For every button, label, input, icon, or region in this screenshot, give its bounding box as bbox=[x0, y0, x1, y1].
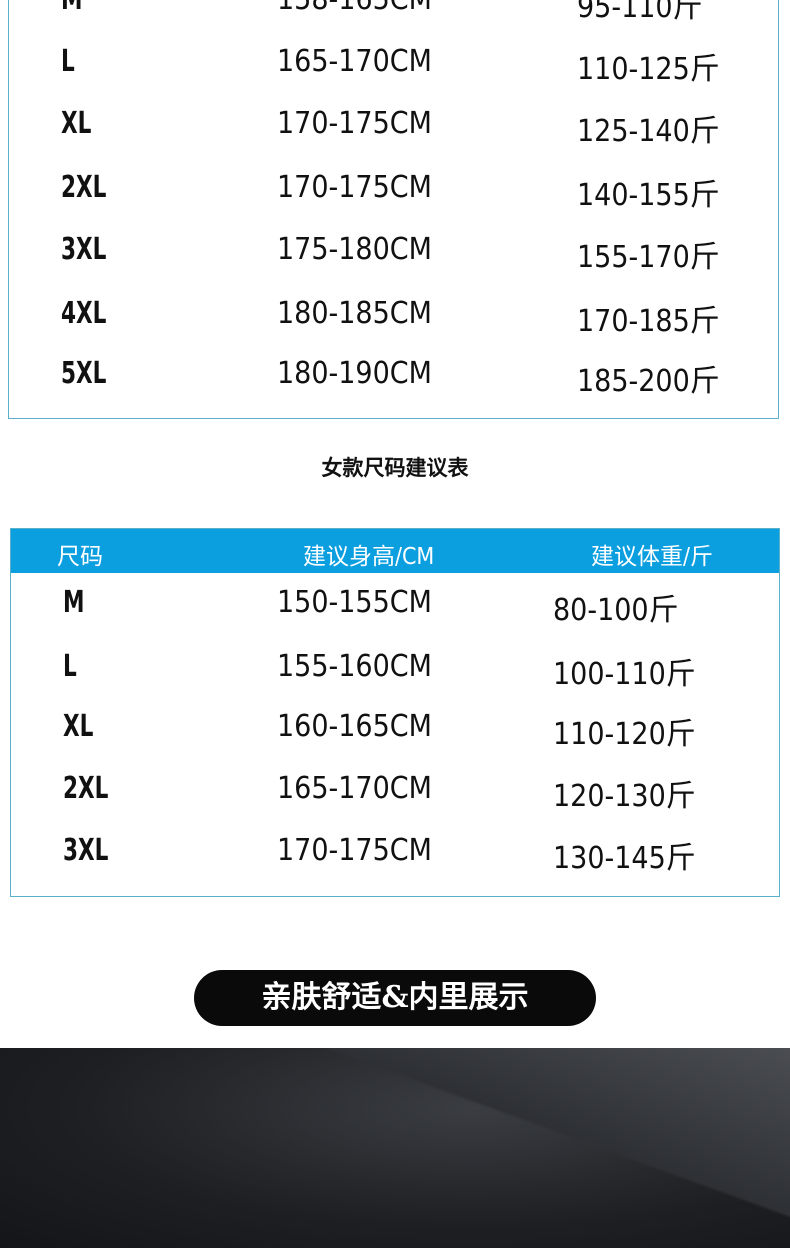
men-size-table: M 158-165CM 95-110斤 L 165-170CM 110-125斤 XL 170… bbox=[8, 0, 779, 419]
cell-weight: 155-170斤 bbox=[577, 240, 720, 275]
cell-weight: 185-200斤 bbox=[577, 364, 720, 399]
cell-weight: 170-185斤 bbox=[577, 304, 720, 339]
header-weight: 建议体重/斤 bbox=[591, 544, 713, 570]
table-row: 4XL 180-185CM 170-185斤 bbox=[9, 296, 778, 339]
cell-height: 170-175CM bbox=[277, 833, 432, 868]
table-row: M 158-165CM 95-110斤 bbox=[9, 0, 778, 25]
header-height: 建议身高/CM bbox=[303, 544, 435, 570]
cell-weight: 110-125斤 bbox=[577, 52, 720, 87]
cell-size: M bbox=[61, 0, 83, 17]
table-row: M 150-155CM 80-100斤 bbox=[11, 585, 779, 628]
cell-height: 170-175CM bbox=[277, 170, 432, 205]
cell-size: XL bbox=[61, 106, 92, 141]
table-row: 3XL 175-180CM 155-170斤 bbox=[9, 232, 778, 275]
table-row: 2XL 165-170CM 120-130斤 bbox=[11, 771, 779, 814]
cell-height: 150-155CM bbox=[277, 585, 432, 620]
cell-size: 5XL bbox=[61, 356, 107, 391]
cell-height: 180-185CM bbox=[277, 296, 432, 331]
cell-height: 165-170CM bbox=[277, 771, 432, 806]
cell-height: 170-175CM bbox=[277, 106, 432, 141]
cell-weight: 130-145斤 bbox=[553, 841, 696, 876]
women-size-table: 尺码 建议身高/CM 建议体重/斤 M 150-155CM 80-100斤 L 155-… bbox=[10, 528, 780, 897]
cell-size: XL bbox=[63, 709, 94, 744]
table-row: 2XL 170-175CM 140-155斤 bbox=[9, 170, 778, 213]
table-row: 3XL 170-175CM 130-145斤 bbox=[11, 833, 779, 876]
table-row: L 165-170CM 110-125斤 bbox=[9, 44, 778, 87]
cell-size: L bbox=[63, 649, 77, 684]
cell-size: L bbox=[61, 44, 75, 79]
cell-size: M bbox=[63, 585, 85, 620]
cell-height: 158-165CM bbox=[277, 0, 432, 17]
cell-height: 155-160CM bbox=[277, 649, 432, 684]
table-row: L 155-160CM 100-110斤 bbox=[11, 649, 779, 692]
cell-weight: 100-110斤 bbox=[553, 657, 696, 692]
cell-weight: 140-155斤 bbox=[577, 178, 720, 213]
table-row: XL 160-165CM 110-120斤 bbox=[11, 709, 779, 752]
cell-weight: 110-120斤 bbox=[553, 717, 696, 752]
table-row: XL 170-175CM 125-140斤 bbox=[9, 106, 778, 149]
cell-size: 4XL bbox=[61, 296, 107, 331]
header-size: 尺码 bbox=[57, 544, 103, 570]
table-header: 尺码 建议身高/CM 建议体重/斤 bbox=[11, 529, 779, 573]
cell-weight: 95-110斤 bbox=[577, 0, 703, 25]
cell-weight: 80-100斤 bbox=[553, 593, 679, 628]
cell-weight: 125-140斤 bbox=[577, 114, 720, 149]
cell-height: 175-180CM bbox=[277, 232, 432, 267]
cell-weight: 120-130斤 bbox=[553, 779, 696, 814]
section-banner: 亲肤舒适&内里展示 bbox=[194, 970, 596, 1026]
cell-size: 2XL bbox=[61, 170, 107, 205]
table-row: 5XL 180-190CM 185-200斤 bbox=[9, 356, 778, 399]
women-table-title: 女款尺码建议表 bbox=[321, 456, 469, 480]
fabric-fold bbox=[320, 1048, 790, 1248]
cell-height: 165-170CM bbox=[277, 44, 432, 79]
cell-height: 160-165CM bbox=[277, 709, 432, 744]
cell-size: 3XL bbox=[61, 232, 107, 267]
cell-size: 2XL bbox=[63, 771, 109, 806]
cell-height: 180-190CM bbox=[277, 356, 432, 391]
cell-size: 3XL bbox=[63, 833, 109, 868]
